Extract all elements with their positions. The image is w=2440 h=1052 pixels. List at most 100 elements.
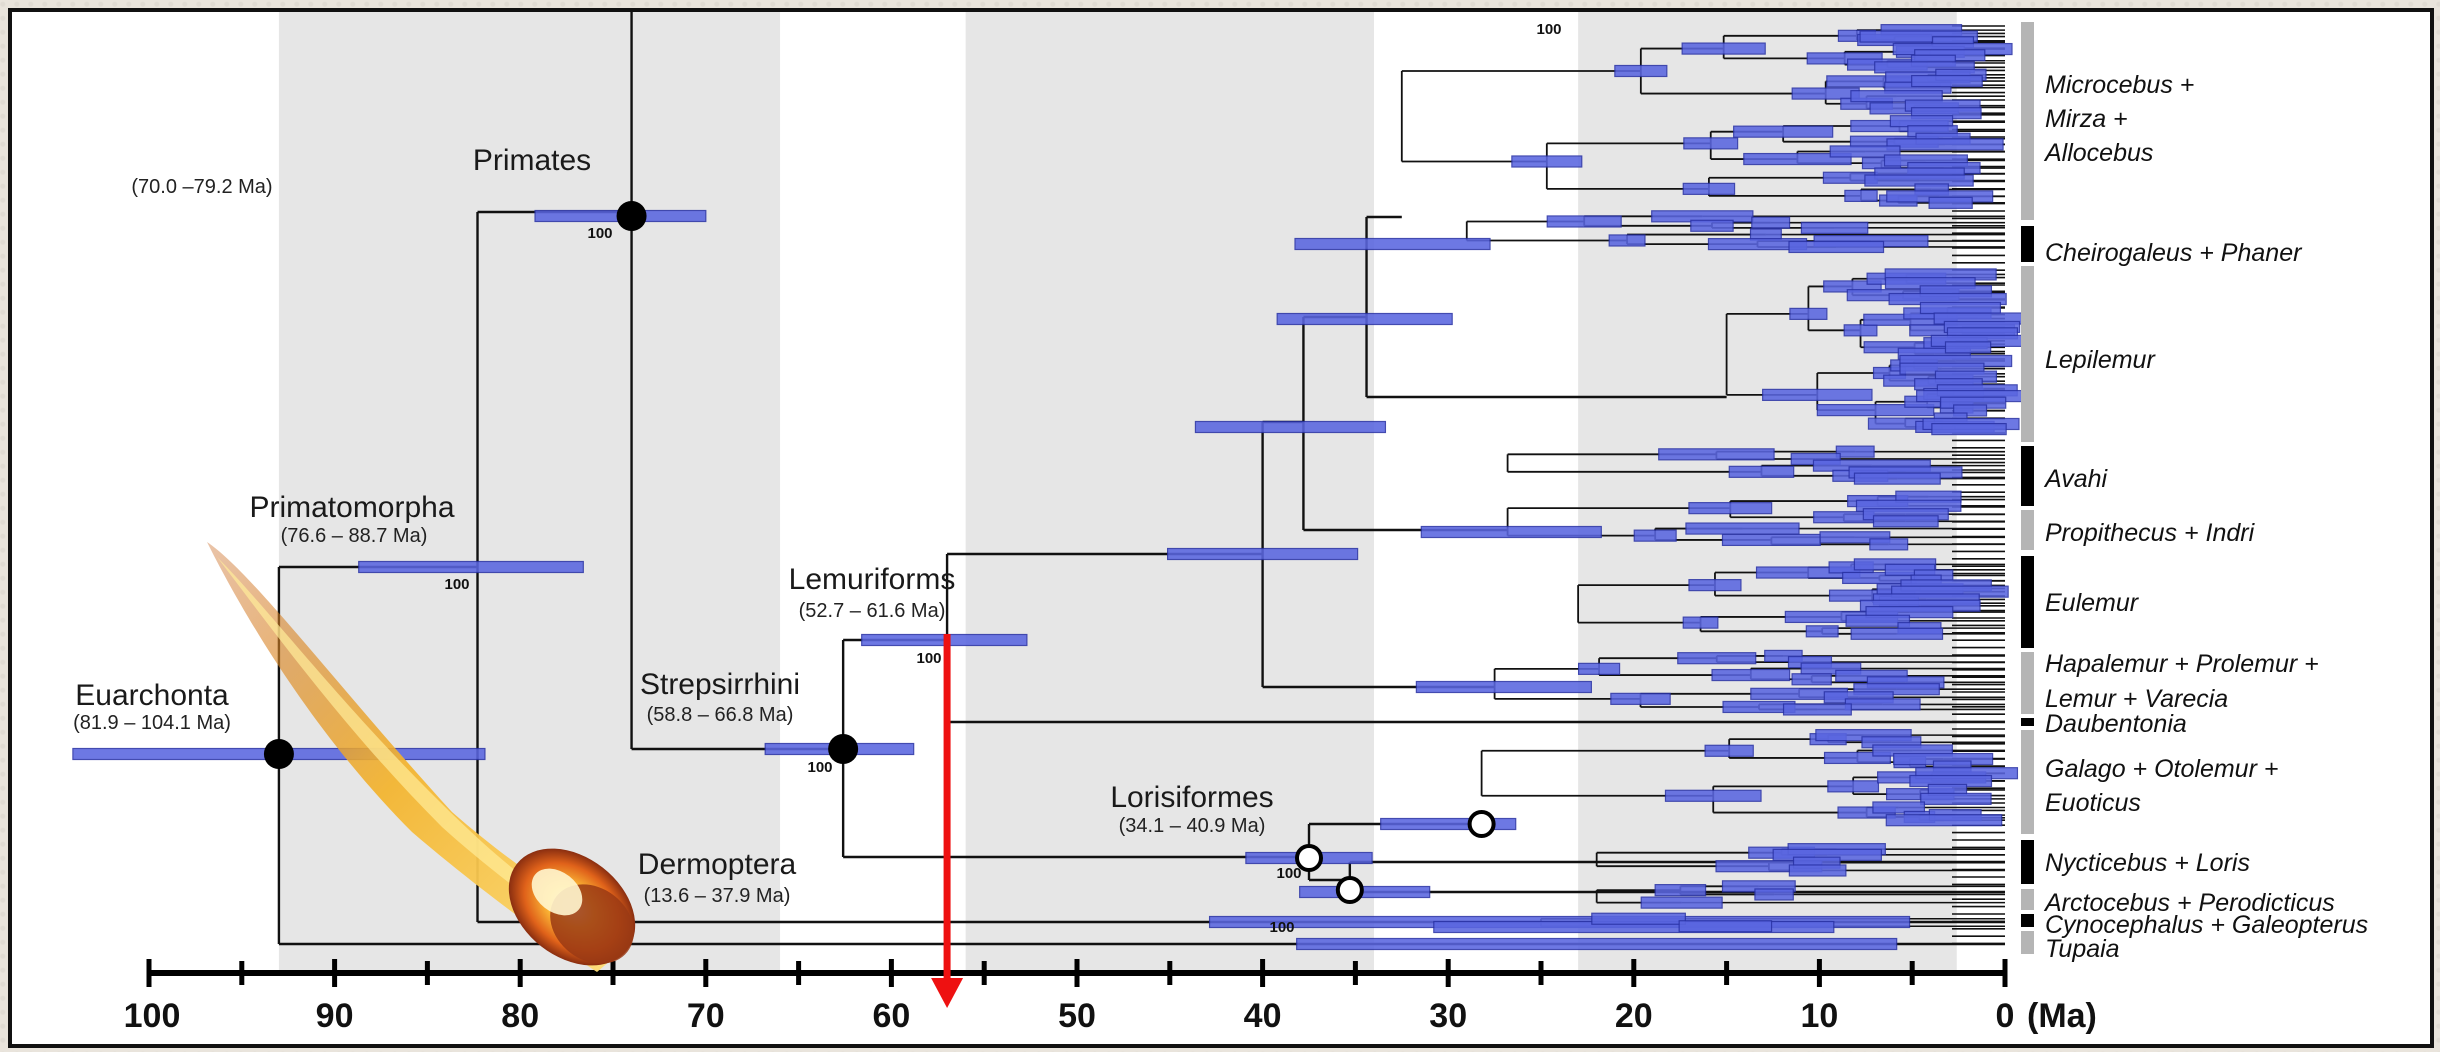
ci-bar xyxy=(1678,920,1773,933)
node-name-euarchonta: Euarchonta xyxy=(75,679,229,712)
clade-label-11: Cynocephalus + Galeopterus xyxy=(2045,911,2368,939)
node-marker-lorisidae xyxy=(1335,876,1364,904)
time-band-1 xyxy=(965,12,1374,970)
ci-bar xyxy=(1166,547,1359,561)
ci-bar xyxy=(1791,673,1832,686)
ci-bar xyxy=(1711,668,1791,682)
clade-bar-9 xyxy=(2021,840,2034,884)
tick-label-100: 100 xyxy=(124,997,181,1035)
ci-bar xyxy=(1886,138,2004,151)
node-markers xyxy=(263,201,1496,904)
clade-bar-7 xyxy=(2021,718,2034,726)
clade-bar-12 xyxy=(2021,931,2034,954)
support-value-lemuriforms: 100 xyxy=(916,650,941,667)
ci-bar xyxy=(1743,152,1852,166)
tick-label-0: 0 xyxy=(1996,997,2015,1035)
ci-bar xyxy=(1853,683,1940,696)
support-value-lorisiformes: 100 xyxy=(1276,865,1301,882)
tick-label-10: 10 xyxy=(1800,997,1838,1035)
ci-bar xyxy=(1869,538,1909,551)
node-range-lorisiformes: (34.1 – 40.9 Ma) xyxy=(1119,815,1266,837)
ci-bar xyxy=(1683,137,1739,150)
ci-bar xyxy=(1754,888,1794,901)
clade-bar-4 xyxy=(2021,510,2034,550)
ci-bar xyxy=(1845,614,1911,627)
ci-bar xyxy=(1844,189,1878,202)
ci-bar xyxy=(1819,531,1891,544)
ci-bar xyxy=(1640,896,1723,909)
support-value-primates: 100 xyxy=(587,225,612,242)
ci-bar xyxy=(1682,616,1719,629)
ci-bar xyxy=(1823,751,1891,765)
ci-bar xyxy=(1688,502,1773,515)
clade-label-6: Hapalemur + Prolemur + xyxy=(2045,650,2319,678)
node-name-lemuriforms: Lemuriforms xyxy=(789,563,956,596)
ci-bar xyxy=(1415,680,1592,694)
tick-label-90: 90 xyxy=(316,997,354,1035)
ci-bar xyxy=(1919,301,2002,315)
clade-label-9: Nycticebus + Loris xyxy=(2045,849,2250,877)
node-marker-primates xyxy=(616,201,647,231)
ci-bar xyxy=(1944,341,1992,354)
tick-label-70: 70 xyxy=(687,997,725,1035)
clade-bar-10 xyxy=(2021,889,2034,910)
ci-bar xyxy=(1633,529,1677,542)
node-labels: Primates(70.0 –79.2 Ma)100Primatomorpha(… xyxy=(73,21,1561,936)
ci-bar xyxy=(1843,324,1878,337)
tick-label-20: 20 xyxy=(1615,997,1653,1035)
ci-bar xyxy=(1610,692,1671,705)
ci-bar xyxy=(1850,627,1944,640)
ci-bar xyxy=(1688,579,1742,592)
ci-bar xyxy=(1844,698,1921,711)
clade-label-3: Avahi xyxy=(2043,465,2109,493)
clade-label-2: Lepilemur xyxy=(2045,346,2156,374)
ci-bar xyxy=(1654,884,1707,897)
ci-bar xyxy=(1872,515,1939,528)
ci-bar xyxy=(1931,423,2007,436)
ci-bar xyxy=(1546,215,1622,228)
ci-bar xyxy=(1194,420,1387,434)
ci-bar xyxy=(1853,472,1941,485)
ci-bar xyxy=(1788,864,1847,877)
ci-bar xyxy=(1751,216,1791,229)
ci-bar xyxy=(1805,625,1839,638)
ci-bar xyxy=(1608,234,1646,247)
clade-bar-11 xyxy=(2021,914,2034,927)
node-marker-galagidae xyxy=(1467,810,1496,838)
node-range-strepsirrhini: (58.8 – 66.8 Ma) xyxy=(647,704,794,726)
clade-bar-0 xyxy=(2021,22,2034,220)
time-axis: 100 90 80 70 60 50 40 30 20 10 0 (Ma) xyxy=(124,959,2097,1035)
ci-bar xyxy=(1827,780,1880,793)
ci-bar xyxy=(1681,42,1766,55)
node-range-euarchonta: (81.9 – 104.1 Ma) xyxy=(73,712,231,734)
clade-bar-2 xyxy=(2021,266,2034,442)
ci-bar xyxy=(1829,145,1901,158)
tick-label-50: 50 xyxy=(1058,997,1096,1035)
ci-bar xyxy=(1953,404,1988,417)
time-band-0 xyxy=(278,12,781,970)
ci-bar xyxy=(1782,703,1852,716)
ci-bar xyxy=(1762,388,1873,401)
clade-label-10: Arctocebus + Perodicticus xyxy=(2043,889,2335,917)
ci-bar xyxy=(1788,240,1885,254)
clade-label-4: Propithecus + Indri xyxy=(2045,519,2256,547)
ci-bar xyxy=(1806,52,1883,65)
clade-bar-5 xyxy=(2021,556,2034,648)
support-value-strepsirrhini: 100 xyxy=(807,759,832,776)
ci-bar xyxy=(1664,789,1762,802)
tick-label-80: 80 xyxy=(501,997,539,1035)
ci-bar xyxy=(1511,155,1583,168)
ci-bar xyxy=(1577,662,1621,675)
clade-label-6: Lemur + Varecia xyxy=(2045,685,2228,713)
ci-bar xyxy=(1835,445,1875,458)
ci-bar xyxy=(1800,221,1869,234)
clade-label-5: Eulemur xyxy=(2045,589,2140,617)
node-name-dermoptera: Dermoptera xyxy=(638,848,797,881)
support-value-top: 100 xyxy=(1536,21,1561,38)
ci-bar xyxy=(1380,817,1517,831)
clade-label-12: Tupaia xyxy=(2045,935,2120,963)
ci-bar xyxy=(1276,312,1453,326)
ci-bar xyxy=(1885,814,2003,827)
ci-bar xyxy=(1791,87,1860,100)
node-range-primatomorpha: (76.6 – 88.7 Ma) xyxy=(281,525,428,547)
